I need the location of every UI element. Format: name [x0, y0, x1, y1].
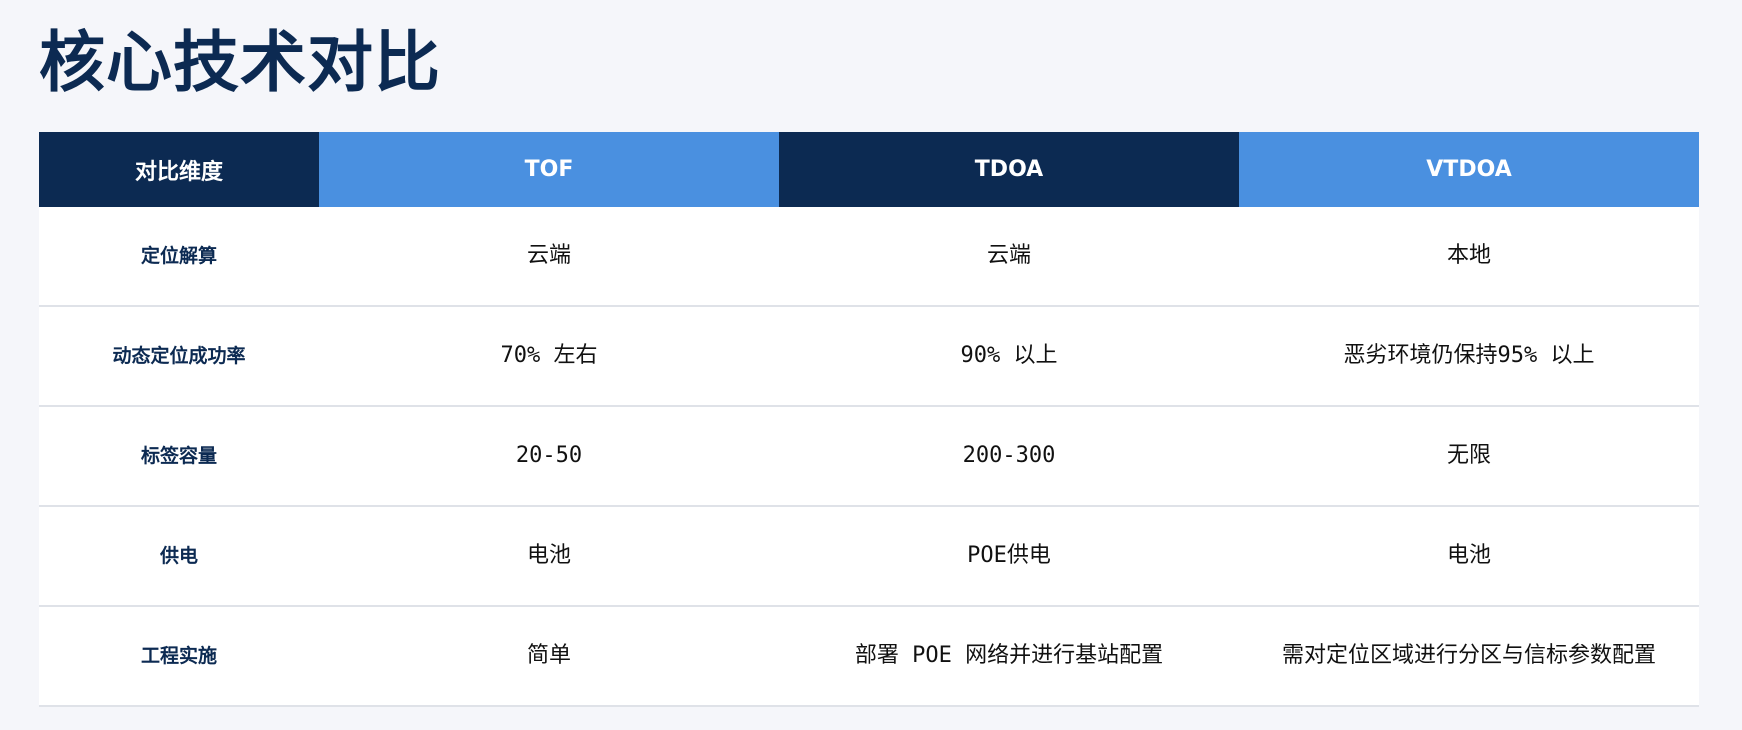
cell-tof: 简单 — [319, 606, 779, 707]
header-tof: TOF — [319, 132, 779, 207]
cell-vtdoa: 本地 — [1239, 207, 1699, 307]
cell-tof: 70% 左右 — [319, 306, 779, 407]
page-title: 核心技术对比 — [39, 24, 441, 101]
cell-vtdoa: 无限 — [1239, 406, 1699, 507]
cell-vtdoa: 恶劣环境仍保持95% 以上 — [1239, 306, 1699, 407]
cell-vtdoa: 需对定位区域进行分区与信标参数配置 — [1239, 606, 1699, 707]
cell-tdoa: 90% 以上 — [779, 306, 1239, 407]
cell-tof: 20-50 — [319, 406, 779, 507]
row-header: 标签容量 — [39, 406, 319, 507]
header-vtdoa: VTDOA — [1239, 132, 1699, 207]
table-row: 工程实施 简单 部署 POE 网络并进行基站配置 需对定位区域进行分区与信标参数配置 — [39, 606, 1699, 707]
cell-tof: 电池 — [319, 506, 779, 607]
header-tdoa: TDOA — [779, 132, 1239, 207]
cell-tdoa: 200-300 — [779, 406, 1239, 507]
comparison-table: 对比维度 TOF TDOA VTDOA 定位解算 云端 云端 本地 动态定位成功率 70%… — [39, 132, 1699, 707]
cell-tof: 云端 — [319, 207, 779, 307]
table-row: 动态定位成功率 70% 左右 90% 以上 恶劣环境仍保持95% 以上 — [39, 306, 1699, 407]
cell-tdoa: POE供电 — [779, 506, 1239, 607]
table-row: 定位解算 云端 云端 本地 — [39, 207, 1699, 307]
table-header-row: 对比维度 TOF TDOA VTDOA — [39, 132, 1699, 207]
row-header: 工程实施 — [39, 606, 319, 707]
table-row: 标签容量 20-50 200-300 无限 — [39, 406, 1699, 507]
table-row: 供电 电池 POE供电 电池 — [39, 506, 1699, 607]
cell-vtdoa: 电池 — [1239, 506, 1699, 607]
row-header: 动态定位成功率 — [39, 306, 319, 407]
cell-tdoa: 部署 POE 网络并进行基站配置 — [779, 606, 1239, 707]
row-header: 定位解算 — [39, 207, 319, 307]
row-header: 供电 — [39, 506, 319, 607]
header-dimension: 对比维度 — [39, 132, 319, 207]
cell-tdoa: 云端 — [779, 207, 1239, 307]
